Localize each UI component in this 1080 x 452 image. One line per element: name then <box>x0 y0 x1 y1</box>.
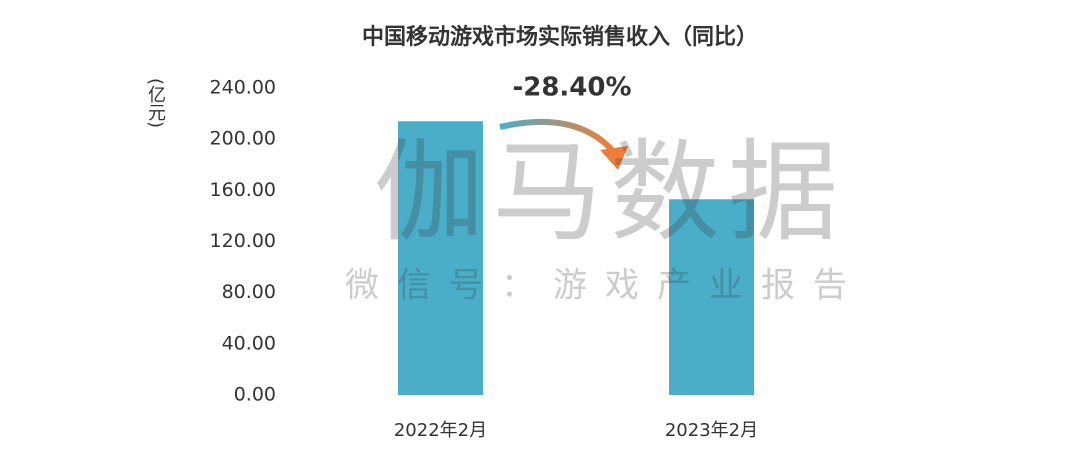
y-tick-label: 160.00 <box>210 179 276 201</box>
y-tick-label: 240.00 <box>210 77 276 99</box>
x-tick-label: 2022年2月 <box>394 420 487 441</box>
bar <box>398 121 483 395</box>
trend-arrow <box>499 119 615 153</box>
watermark: 伽马数据 <box>374 128 846 256</box>
x-tick-label: 2023年2月 <box>665 420 758 441</box>
y-tick-label: 80.00 <box>222 281 276 303</box>
y-tick-label: 40.00 <box>222 332 276 354</box>
change-annotation: -28.40% <box>512 73 631 103</box>
y-tick-label: 200.00 <box>210 128 276 150</box>
y-axis-label: (亿元) <box>145 78 166 128</box>
y-tick-label: 0.00 <box>234 384 276 406</box>
trend-arrow-head <box>600 146 628 170</box>
watermark-subtitle: 微信号：游戏产业报告 <box>345 266 865 306</box>
chart-title: 中国移动游戏市场实际销售收入（同比） <box>362 24 758 50</box>
y-tick-label: 120.00 <box>210 230 276 252</box>
bar <box>669 199 754 395</box>
